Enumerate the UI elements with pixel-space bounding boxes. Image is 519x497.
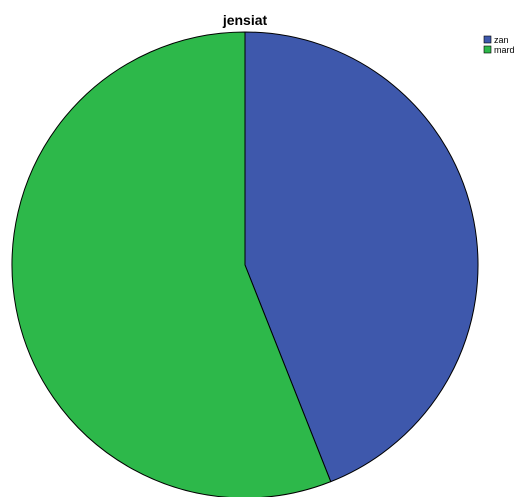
chart-title: jensiat <box>222 12 268 28</box>
legend-swatch-zan <box>483 35 492 44</box>
legend-swatch-mard <box>483 45 492 54</box>
pie-slices <box>11 31 479 497</box>
pie-slice-mard <box>11 31 332 497</box>
pie-slice-zan <box>244 31 479 483</box>
legend-label-zan: zan <box>494 35 509 45</box>
legend-label-mard: mard <box>494 45 515 55</box>
